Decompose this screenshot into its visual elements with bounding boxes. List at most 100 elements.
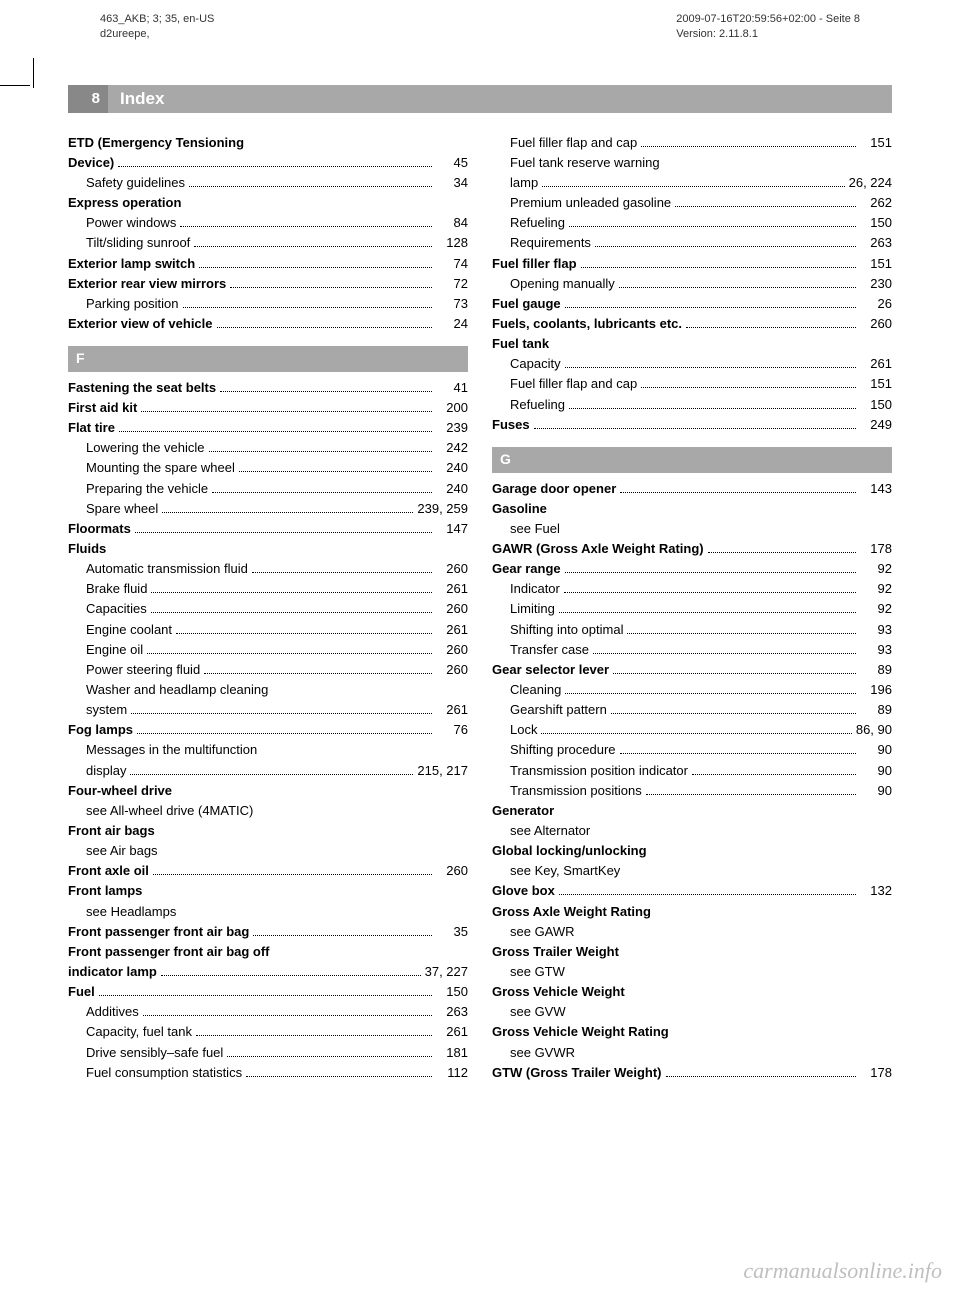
entry-page: 239, 259	[417, 499, 468, 519]
index-entry: Fog lamps76	[68, 720, 468, 740]
entry-page: 240	[436, 479, 468, 499]
entry-label: Transfer case	[510, 640, 589, 660]
index-entry: Exterior rear view mirrors72	[68, 274, 468, 294]
leader-dots	[199, 267, 432, 268]
entry-label: Mounting the spare wheel	[86, 458, 235, 478]
entry-page: 74	[436, 254, 468, 274]
see-reference: see GVW	[492, 1002, 892, 1022]
index-entry: Fuel consumption statistics112	[68, 1063, 468, 1083]
index-entry: Capacity, fuel tank261	[68, 1022, 468, 1042]
entry-page: 151	[860, 374, 892, 394]
leader-dots	[613, 673, 856, 674]
leader-dots	[99, 995, 432, 996]
entry-page: 89	[860, 700, 892, 720]
leader-dots	[209, 451, 432, 452]
entry-label: Transmission positions	[510, 781, 642, 801]
entry-page: 90	[860, 761, 892, 781]
leader-dots	[253, 935, 432, 936]
index-entry: Fuels, coolants, lubricants etc.260	[492, 314, 892, 334]
entry-page: 90	[860, 781, 892, 801]
index-entry: Premium unleaded gasoline262	[492, 193, 892, 213]
leader-dots	[212, 492, 432, 493]
entry-label: First aid kit	[68, 398, 137, 418]
leader-dots	[565, 572, 856, 573]
index-entry: First aid kit 200	[68, 398, 468, 418]
entry-page: 178	[860, 539, 892, 559]
index-heading: Gross Trailer Weight	[492, 942, 892, 962]
entry-label: Fuel	[68, 982, 95, 1002]
index-heading: Four-wheel drive	[68, 781, 468, 801]
leader-dots	[147, 653, 432, 654]
entry-page: 147	[436, 519, 468, 539]
entry-label: Fuels, coolants, lubricants etc.	[492, 314, 682, 334]
entry-page: 200	[436, 398, 468, 418]
index-entry: Fastening the seat belts41	[68, 378, 468, 398]
leader-dots	[196, 1035, 432, 1036]
index-entry: Flat tire239	[68, 418, 468, 438]
entry-page: 93	[860, 640, 892, 660]
entry-page: 151	[860, 254, 892, 274]
meta-left-1: 463_AKB; 3; 35, en-US	[100, 12, 214, 27]
crop-mark	[33, 58, 34, 88]
leader-dots	[180, 226, 432, 227]
index-heading: Generator	[492, 801, 892, 821]
leader-dots	[204, 673, 432, 674]
index-entry: Gearshift pattern89	[492, 700, 892, 720]
index-entry: Messages in the multifunctiondisplay215,…	[68, 740, 468, 780]
leader-dots	[564, 592, 856, 593]
entry-page: 261	[436, 620, 468, 640]
entry-label: Refueling	[510, 213, 565, 233]
index-entry: Front axle oil260	[68, 861, 468, 881]
leader-dots	[559, 894, 856, 895]
index-entry: Garage door opener143	[492, 479, 892, 499]
right-column: Fuel filler flap and cap151Fuel tank res…	[492, 133, 892, 1083]
index-entry: Transfer case 93	[492, 640, 892, 660]
entry-label: Front axle oil	[68, 861, 149, 881]
entry-label: Fuel filler flap and cap	[510, 374, 637, 394]
leader-dots	[227, 1056, 432, 1057]
see-reference: see GAWR	[492, 922, 892, 942]
index-entry: Drive sensibly–safe fuel181	[68, 1043, 468, 1063]
entry-label: Garage door opener	[492, 479, 616, 499]
index-heading: Fluids	[68, 539, 468, 559]
index-entry: Limiting92	[492, 599, 892, 619]
page-number: 8	[68, 85, 108, 113]
entry-page: 112	[436, 1063, 468, 1083]
entry-page: 34	[436, 173, 468, 193]
leader-dots	[646, 794, 856, 795]
entry-label: Exterior lamp switch	[68, 254, 195, 274]
entry-label: Brake fluid	[86, 579, 147, 599]
index-entry: Exterior lamp switch 74	[68, 254, 468, 274]
leader-dots	[162, 512, 413, 513]
leader-dots	[708, 552, 856, 553]
index-entry: Preparing the vehicle240	[68, 479, 468, 499]
index-entry: Mounting the spare wheel240	[68, 458, 468, 478]
leader-dots	[189, 186, 432, 187]
index-entry: Capacities260	[68, 599, 468, 619]
entry-label: Lowering the vehicle	[86, 438, 205, 458]
index-entry: Requirements263	[492, 233, 892, 253]
leader-dots	[565, 693, 856, 694]
entry-page: 26	[860, 294, 892, 314]
index-entry: Lowering the vehicle242	[68, 438, 468, 458]
entry-page: 72	[436, 274, 468, 294]
leader-dots	[141, 411, 432, 412]
entry-label: Parking position	[86, 294, 179, 314]
entry-label: Transmission position indicator	[510, 761, 688, 781]
section-header: G	[492, 447, 892, 473]
index-heading: Front lamps	[68, 881, 468, 901]
index-entry: Indicator92	[492, 579, 892, 599]
entry-page: 263	[860, 233, 892, 253]
entry-label: Capacity, fuel tank	[86, 1022, 192, 1042]
index-heading: Fuel tank	[492, 334, 892, 354]
leader-dots	[569, 408, 856, 409]
entry-page: 92	[860, 559, 892, 579]
section-header: F	[68, 346, 468, 372]
entry-page: 260	[436, 599, 468, 619]
index-entry: Shifting procedure90	[492, 740, 892, 760]
index-entry: Safety guidelines34	[68, 173, 468, 193]
entry-label: GTW (Gross Trailer Weight)	[492, 1063, 662, 1083]
see-reference: see Air bags	[68, 841, 468, 861]
leader-dots	[620, 753, 856, 754]
entry-label: Gear selector lever	[492, 660, 609, 680]
